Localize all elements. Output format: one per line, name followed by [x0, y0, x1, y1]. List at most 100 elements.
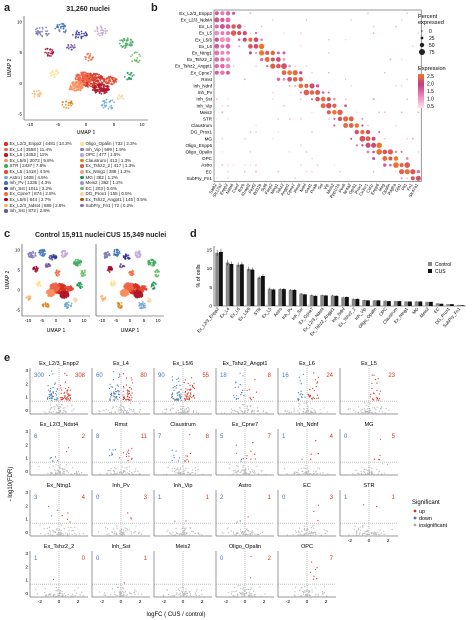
- dotplot-gene-label: Vip: [322, 182, 330, 190]
- bar-cus: [387, 301, 391, 307]
- legend-entry: Inh_Sst | 1011 | 3.2%: [4, 186, 80, 192]
- volcano-legend-dot-icon: [413, 523, 417, 527]
- legend-dot-icon: [4, 147, 8, 152]
- dotplot-gene-label: Ntng1: [269, 182, 279, 195]
- volcano-panel: Astro 2 1: [215, 483, 274, 537]
- volcano-ytick: 3: [25, 551, 28, 557]
- legend-entry: Claustrum | 413 | 1.3%: [80, 158, 156, 164]
- volcano-xtick: 0: [182, 599, 185, 605]
- volcano-ytick: 2: [25, 442, 28, 448]
- umap-control-points: [25, 248, 87, 310]
- legend-text: Inh_Sst | 1011 | 3.2%: [9, 185, 53, 191]
- legend-text: Ex_Cpne7 | 874 | 2.8%: [9, 191, 56, 197]
- legend-text: Astro | 1408 | 4.5%: [9, 174, 48, 180]
- legend-entry: Ex_Tshz2_Angpt1 | 145 | 0.5%: [80, 197, 156, 203]
- bar-ytick: 10: [207, 266, 213, 272]
- umap-ytick: 0: [17, 288, 20, 293]
- bar-cus: [229, 264, 234, 306]
- legend-column: Ex_L2/3_Enpp2 | 4481 | 14.3% Ex_L4 | 3558…: [4, 141, 80, 214]
- umap-xlabel: UMAP 1: [77, 130, 96, 136]
- dotplot-row-label: OPC: [202, 156, 213, 161]
- volcano-title: Meis2: [176, 544, 191, 550]
- legend-entry: MG | 382 | 1.2%: [80, 175, 156, 181]
- volcano-ytick: 0: [25, 469, 28, 475]
- umap-xtick: 10: [81, 318, 87, 323]
- volcano-title: Inh_Vip: [174, 483, 193, 489]
- umap-xtick: -5: [40, 318, 44, 323]
- umap-xtick: 5: [69, 318, 72, 323]
- dotplot-row-label: Oligo_Opalin: [185, 150, 212, 155]
- bar-control: [446, 304, 451, 307]
- volcano-xtick: 0: [120, 599, 123, 605]
- bar-legend-text: CUS: [435, 269, 446, 275]
- volcano-up-count: 1: [392, 495, 396, 501]
- volcano-down-count: 1: [158, 495, 162, 501]
- bar-ytick: 0: [209, 304, 212, 310]
- legend-entry: Ex_L2/3_Enpp2 | 4481 | 14.3%: [4, 141, 80, 147]
- panel-a-title: 31,260 nuclei: [66, 6, 110, 13]
- bar-legend-swatch-icon: [428, 262, 432, 266]
- umap-xtick: -10: [25, 318, 32, 323]
- legend-text: Oligo_Opalin | 732 | 2.3%: [85, 141, 137, 146]
- volcano-up-count: 308: [75, 373, 86, 379]
- umap-ylabel: UMAP 2: [7, 59, 13, 78]
- legend-entry: Ex_Ntng1 | 388 | 1.2%: [80, 169, 156, 175]
- umap-plot-split: -10 -5 0 5 10 10 5 0 -5 -10 -5 0 5 10 UMAP 1 UMAP 1 UMAP…: [5, 244, 164, 334]
- bar-cus: [292, 289, 297, 307]
- volcano-panel: EC 0 3: [277, 483, 336, 537]
- legend-entry: Ex_Tshz2_2 | 417 | 1.3%: [80, 163, 156, 169]
- volcano-title: Astro: [238, 483, 251, 489]
- volcano-ytick: 0: [25, 591, 28, 597]
- dotplot-row-label: Ex_L2/3_Enpp2: [179, 11, 212, 16]
- dotplot-row-label: Inh_Pv: [198, 90, 213, 95]
- dotplot-row-label: EC: [206, 169, 213, 174]
- volcano-xtick: 2: [139, 599, 142, 605]
- size-legend-dot-icon: [420, 36, 424, 40]
- legend-dot-icon: [4, 153, 8, 157]
- color-legend-value: 2.5: [427, 74, 434, 80]
- legend-text: STR | 2437 | 7.8%: [9, 163, 47, 169]
- legend-text: Ex_L2/3_Ndst4 | 889 | 2.8%: [9, 202, 66, 208]
- legend-entry: STR | 2437 | 7.8%: [4, 163, 80, 169]
- volcano-up-count: 55: [202, 373, 209, 379]
- dotplot-gene-label: Ndst4: [225, 182, 235, 195]
- volcano-down-count: 60: [96, 373, 103, 379]
- legend-dot-icon: [80, 164, 84, 168]
- size-legend-dot-icon: [421, 30, 423, 32]
- bar-category-label: Astro: [273, 306, 284, 317]
- volcano-xtick: -2: [38, 599, 43, 605]
- legend-dot-icon: [80, 153, 84, 157]
- volcano-panel: Ex_L4 60 80: [91, 361, 150, 415]
- volcano-up-count: 1: [206, 495, 210, 501]
- bar-category-label: EC: [433, 306, 441, 314]
- legend-entry: Inh_Vip | 599 | 1.9%: [80, 147, 156, 153]
- volcano-down-count: 3: [34, 495, 38, 501]
- volcano-down-count: 0: [344, 434, 348, 440]
- bar-control: [299, 293, 304, 307]
- color-legend-value: 2.0: [427, 82, 434, 88]
- dotplot-gene-label: Cpne7: [286, 182, 297, 196]
- volcano-down-count: 0: [96, 495, 100, 501]
- legend-dot-icon: [4, 203, 8, 208]
- volcano-down-count: 1: [344, 495, 348, 501]
- legend-dot-icon: [80, 170, 84, 174]
- dotplot-gene-label: Flt1: [400, 182, 408, 191]
- dotplot-dots: [214, 11, 421, 181]
- volcano-up-count: 3: [144, 495, 148, 501]
- legend-dot-icon: [80, 203, 84, 208]
- dotplot-gene-label: Bcl11b: [252, 182, 263, 196]
- dotplot-gene-label: Enpp6: [370, 182, 381, 196]
- legend-dot-icon: [4, 170, 8, 174]
- dotplot-gene-label: Rorb: [237, 182, 246, 193]
- legend-dot-icon: [4, 209, 8, 213]
- legend-text: SubPry_Fn1 | 72 | 0.2%: [85, 202, 134, 208]
- bar-cus: [450, 304, 454, 307]
- dotplot-gene-label: Gja1: [394, 182, 403, 193]
- bar-control: [351, 298, 356, 307]
- dotplot-gene-label: Satb2: [208, 182, 218, 195]
- dotplot-gene-label: Csf1r: [365, 182, 375, 194]
- dotplot-row-label: DG_Prox1: [191, 130, 213, 135]
- legend-dot-icon: [4, 192, 8, 196]
- dotplot-gene-label: Rmst: [292, 182, 302, 194]
